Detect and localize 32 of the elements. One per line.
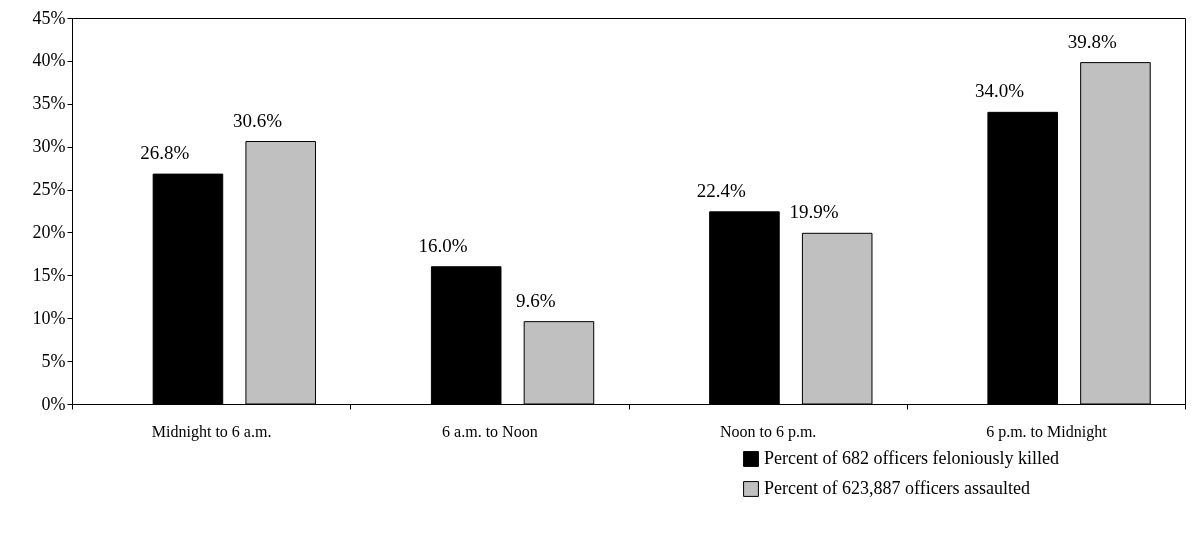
data-label: 34.0%	[974, 80, 1025, 102]
data-label: 39.8%	[1067, 30, 1117, 52]
bar	[430, 266, 502, 405]
data-label: 26.8%	[140, 142, 190, 164]
data-label: 19.9%	[789, 201, 839, 223]
x-tick-label: Midnight to 6 a.m.	[151, 422, 272, 441]
y-tick-label: 45%	[32, 7, 66, 28]
bar	[709, 211, 780, 405]
y-tick-label: 15%	[32, 264, 66, 285]
legend-label: Percent of 682 officers feloniously killed	[764, 448, 1060, 468]
x-tick-label: 6 a.m. to Noon	[442, 422, 538, 440]
y-tick-label: 35%	[32, 93, 66, 114]
y-tick-label: 40%	[32, 50, 66, 71]
data-label: 9.6%	[515, 289, 556, 311]
y-tick-label: 20%	[32, 221, 66, 242]
x-tick-label: Noon to 6 p.m.	[719, 422, 817, 441]
data-label: 22.4%	[696, 179, 746, 201]
y-tick-label: 10%	[32, 307, 66, 328]
bar	[245, 141, 316, 405]
data-label: 30.6%	[232, 109, 283, 131]
bar	[523, 321, 595, 405]
y-tick-label: 30%	[32, 136, 66, 157]
bar	[987, 111, 1058, 405]
legend-label: Percent of 623,887 officers assaulted	[764, 478, 1031, 498]
y-tick-label: 5%	[41, 350, 66, 371]
bar	[152, 173, 224, 405]
y-tick-label: 0%	[41, 393, 66, 414]
bar	[1080, 62, 1151, 405]
x-tick-label: 6 p.m. to Midnight	[986, 422, 1108, 441]
bar	[801, 232, 873, 405]
data-label: 16.0%	[418, 234, 468, 256]
y-tick-label: 25%	[32, 179, 66, 200]
